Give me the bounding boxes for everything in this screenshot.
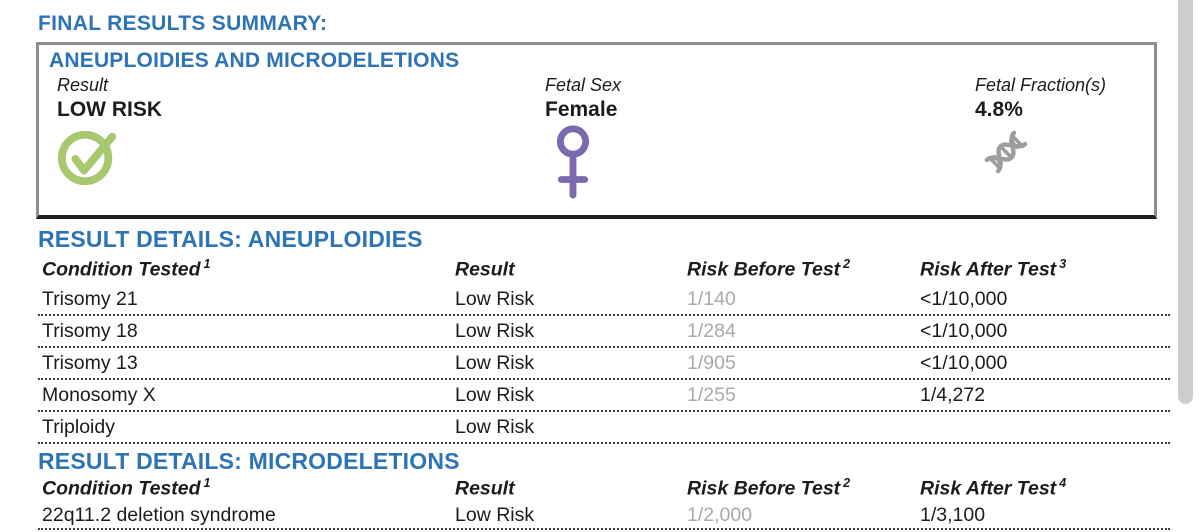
aneuploidies-section-heading: RESULT DETAILS: ANEUPLOIDIES	[38, 226, 423, 252]
table-row: 22q11.2 deletion syndrome Low Risk 1/2,0…	[38, 502, 1170, 530]
column-header-risk-after: Risk After Test 3	[920, 257, 1067, 281]
result-label: Result	[57, 75, 109, 95]
check-circle-icon	[57, 125, 162, 192]
fetal-fraction-value: 4.8%	[975, 98, 1023, 121]
condition-cell: Triploidy	[42, 415, 115, 438]
condition-cell: Trisomy 18	[42, 319, 138, 342]
result-cell: Low Risk	[455, 287, 535, 310]
risk-after-cell: 1/3,100	[920, 503, 986, 526]
table-row: Monosomy X Low Risk 1/255 1/4,272	[38, 380, 1170, 412]
summary-box-heading: ANEUPLOIDIES AND MICRODELETIONS	[49, 49, 460, 72]
fetal-fraction-label: Fetal Fraction(s)	[975, 75, 1107, 95]
risk-after-cell: 1/4,272	[920, 383, 986, 406]
risk-before-cell: 1/255	[687, 383, 736, 406]
column-header-risk-before: Risk Before Test 2	[687, 476, 851, 500]
microdeletions-table: Condition Tested 1 Result Risk Before Tes…	[38, 475, 1170, 530]
risk-before-cell: 1/140	[687, 287, 736, 310]
result-value: LOW RISK	[57, 98, 162, 121]
column-header-condition: Condition Tested 1	[42, 476, 211, 500]
result-cell: Low Risk	[455, 383, 535, 406]
condition-cell: 22q11.2 deletion syndrome	[42, 503, 276, 526]
condition-cell: Trisomy 21	[42, 287, 138, 310]
risk-after-cell: <1/10,000	[920, 319, 1008, 342]
result-cell: Low Risk	[455, 319, 535, 342]
table-row: Trisomy 21 Low Risk 1/140 <1/10,000	[38, 284, 1170, 316]
fetal-sex-value: Female	[545, 98, 618, 121]
fetal-fraction-column: Fetal Fraction(s) 4.8%	[975, 74, 1106, 184]
risk-before-cell: 1/2,000	[687, 503, 753, 526]
result-cell: Low Risk	[455, 351, 535, 374]
table-row: Trisomy 18 Low Risk 1/284 <1/10,000	[38, 316, 1170, 348]
result-summary-column: Result LOW RISK	[57, 74, 162, 192]
column-header-risk-after: Risk After Test 4	[920, 476, 1067, 500]
result-cell: Low Risk	[455, 415, 535, 438]
table-row: Triploidy Low Risk	[38, 412, 1170, 444]
aneuploidies-header-row: Condition Tested 1 Result Risk Before Tes…	[38, 255, 1170, 284]
dna-icon	[979, 125, 1106, 184]
risk-before-cell: 1/905	[687, 351, 736, 374]
table-row: Trisomy 13 Low Risk 1/905 <1/10,000	[38, 348, 1170, 380]
result-cell: Low Risk	[455, 503, 535, 526]
fetal-sex-label: Fetal Sex	[545, 75, 622, 95]
page-title: FINAL RESULTS SUMMARY:	[38, 12, 328, 35]
column-header-result: Result	[455, 258, 515, 281]
risk-before-cell: 1/284	[687, 319, 736, 342]
condition-cell: Trisomy 13	[42, 351, 138, 374]
fetal-sex-column: Fetal Sex Female	[545, 74, 621, 204]
column-header-risk-before: Risk Before Test 2	[687, 257, 851, 281]
column-header-result: Result	[455, 477, 515, 500]
results-summary-box: ANEUPLOIDIES AND MICRODELETIONS Result L…	[36, 42, 1157, 219]
microdeletions-section-heading: RESULT DETAILS: MICRODELETIONS	[38, 448, 460, 474]
aneuploidies-table: Condition Tested 1 Result Risk Before Tes…	[38, 255, 1170, 444]
risk-after-cell: <1/10,000	[920, 351, 1008, 374]
condition-cell: Monosomy X	[42, 383, 156, 406]
vertical-scrollbar-thumb[interactable]	[1178, 0, 1193, 404]
column-header-condition: Condition Tested 1	[42, 257, 211, 281]
female-icon	[551, 125, 621, 204]
risk-after-cell: <1/10,000	[920, 287, 1008, 310]
microdeletions-header-row: Condition Tested 1 Result Risk Before Tes…	[38, 475, 1170, 502]
